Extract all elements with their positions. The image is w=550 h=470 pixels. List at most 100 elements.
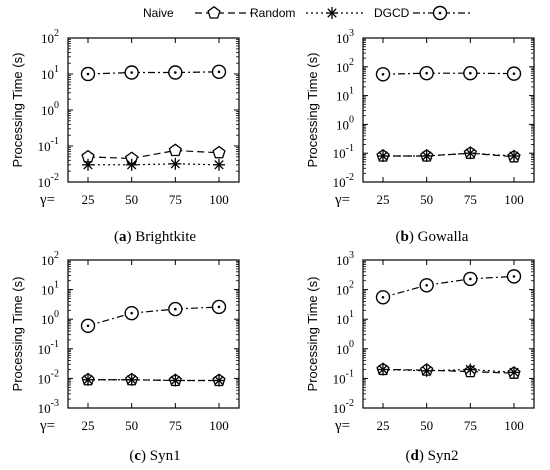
- data-point-random-icon: [169, 157, 182, 170]
- y-axis-label: Processing Time (s): [305, 53, 320, 168]
- y-tick-exponent: -2: [346, 172, 354, 183]
- caption-paren-close: ): [126, 229, 135, 245]
- data-point-random-icon: [464, 147, 477, 160]
- y-tick-exponent: -2: [51, 172, 59, 183]
- data-point-random-icon: [377, 149, 389, 162]
- y-tick-base: 10: [336, 117, 349, 132]
- caption-letter: b: [401, 229, 409, 245]
- y-tick-exponent: -1: [346, 368, 354, 379]
- series-line-dgcd: [382, 72, 515, 75]
- series-random: [377, 147, 520, 162]
- y-tick-label: 10-2: [333, 398, 354, 416]
- y-tick-exponent: 1: [54, 280, 59, 291]
- data-point-dgcd-icon: [463, 65, 478, 81]
- y-tick-base: 10: [336, 283, 349, 298]
- data-point-random-icon: [420, 149, 433, 162]
- y-axis-label: Processing Time (s): [305, 277, 320, 392]
- y-tick-label: 10-2: [38, 368, 59, 386]
- x-tick-label: 25: [377, 192, 390, 207]
- y-tick-base: 10: [333, 146, 346, 161]
- data-point-random-icon: [213, 158, 225, 171]
- y-tick-exponent: 0: [349, 114, 354, 125]
- legend-label-naive: Naive: [143, 6, 174, 20]
- y-tick-base: 10: [41, 312, 54, 327]
- x-tick-label: 100: [209, 418, 229, 433]
- data-point-random-icon: [377, 363, 389, 376]
- y-tick-label: 101: [336, 309, 354, 327]
- x-tick-label: 100: [209, 192, 229, 207]
- caption-paren-close: ): [409, 229, 418, 245]
- legend-label-random: Random: [250, 6, 295, 20]
- y-tick-base: 10: [38, 175, 51, 190]
- x-tick-label: 25: [377, 418, 390, 433]
- x-tick-label: 25: [82, 418, 95, 433]
- y-tick-exponent: 2: [54, 250, 59, 261]
- series-dgcd: [375, 65, 522, 82]
- x-tick-label: 50: [125, 192, 138, 207]
- y-tick-base: 10: [333, 371, 346, 386]
- x-tick-label: 75: [464, 192, 477, 207]
- y-tick-exponent: -2: [51, 368, 59, 379]
- y-tick-base: 10: [38, 401, 51, 416]
- y-tick-base: 10: [41, 253, 54, 268]
- x-tick-label: 50: [125, 418, 138, 433]
- panel-caption: (d) Syn2: [406, 448, 459, 464]
- y-tick-label: 103: [336, 28, 354, 46]
- y-tick-label: 102: [336, 280, 354, 298]
- y-tick-label: 10-2: [38, 172, 59, 190]
- y-tick-exponent: 1: [54, 64, 59, 75]
- data-point-dgcd-icon: [506, 66, 522, 81]
- data-point-dgcd-icon: [211, 64, 227, 80]
- y-tick-label: 10-1: [38, 339, 59, 357]
- plot-frame: [67, 259, 240, 409]
- caption-paren-close: ): [141, 448, 150, 464]
- data-point-random-icon: [464, 363, 477, 376]
- panel-caption: (c) Syn1: [129, 448, 180, 464]
- data-point-dgcd-icon: [168, 301, 183, 317]
- series-dgcd: [375, 269, 522, 305]
- caption-paren-close: ): [419, 448, 428, 464]
- x-axis-gamma-label: γ=: [334, 418, 350, 434]
- y-tick-label: 10-3: [38, 398, 59, 416]
- plot-frame: [362, 259, 535, 409]
- x-tick-label: 100: [504, 418, 524, 433]
- x-axis-gamma-label: γ=: [334, 192, 350, 208]
- x-tick-label: 75: [169, 418, 182, 433]
- caption-text: Brightkite: [135, 229, 196, 245]
- y-tick-base: 10: [38, 139, 51, 154]
- x-axis-gamma-label: γ=: [39, 418, 55, 434]
- series-line-dgcd: [87, 306, 220, 327]
- y-tick-base: 10: [41, 283, 54, 298]
- caption-text: Syn2: [428, 448, 459, 464]
- series-dgcd: [80, 64, 227, 82]
- y-tick-label: 100: [336, 114, 354, 132]
- y-tick-base: 10: [41, 67, 54, 82]
- y-tick-exponent: 0: [349, 339, 354, 350]
- y-tick-label: 101: [41, 280, 59, 298]
- data-point-random-icon: [125, 158, 138, 171]
- y-tick-label: 10-1: [333, 143, 354, 161]
- y-tick-label: 102: [336, 57, 354, 75]
- y-tick-exponent: -2: [346, 398, 354, 409]
- legend-marker-dgcd-icon: [432, 5, 448, 21]
- data-point-dgcd-icon: [80, 318, 96, 333]
- y-tick-exponent: -1: [346, 143, 354, 154]
- x-tick-label: 100: [504, 192, 524, 207]
- caption-text: Gowalla: [418, 229, 469, 245]
- y-tick-label: 10-1: [333, 368, 354, 386]
- y-tick-exponent: -1: [51, 136, 59, 147]
- y-tick-exponent: -1: [51, 339, 59, 350]
- data-point-random-icon: [213, 374, 225, 387]
- caption-paren-open: (: [396, 229, 401, 245]
- y-tick-label: 101: [41, 64, 59, 82]
- y-tick-base: 10: [333, 175, 346, 190]
- y-tick-exponent: 2: [54, 28, 59, 39]
- data-point-dgcd-icon: [124, 65, 139, 80]
- caption-paren-open: (: [406, 448, 411, 464]
- y-tick-label: 10-1: [38, 136, 59, 154]
- y-tick-exponent: 1: [349, 86, 354, 97]
- data-point-random-icon: [508, 149, 520, 162]
- series-line-dgcd: [382, 275, 515, 298]
